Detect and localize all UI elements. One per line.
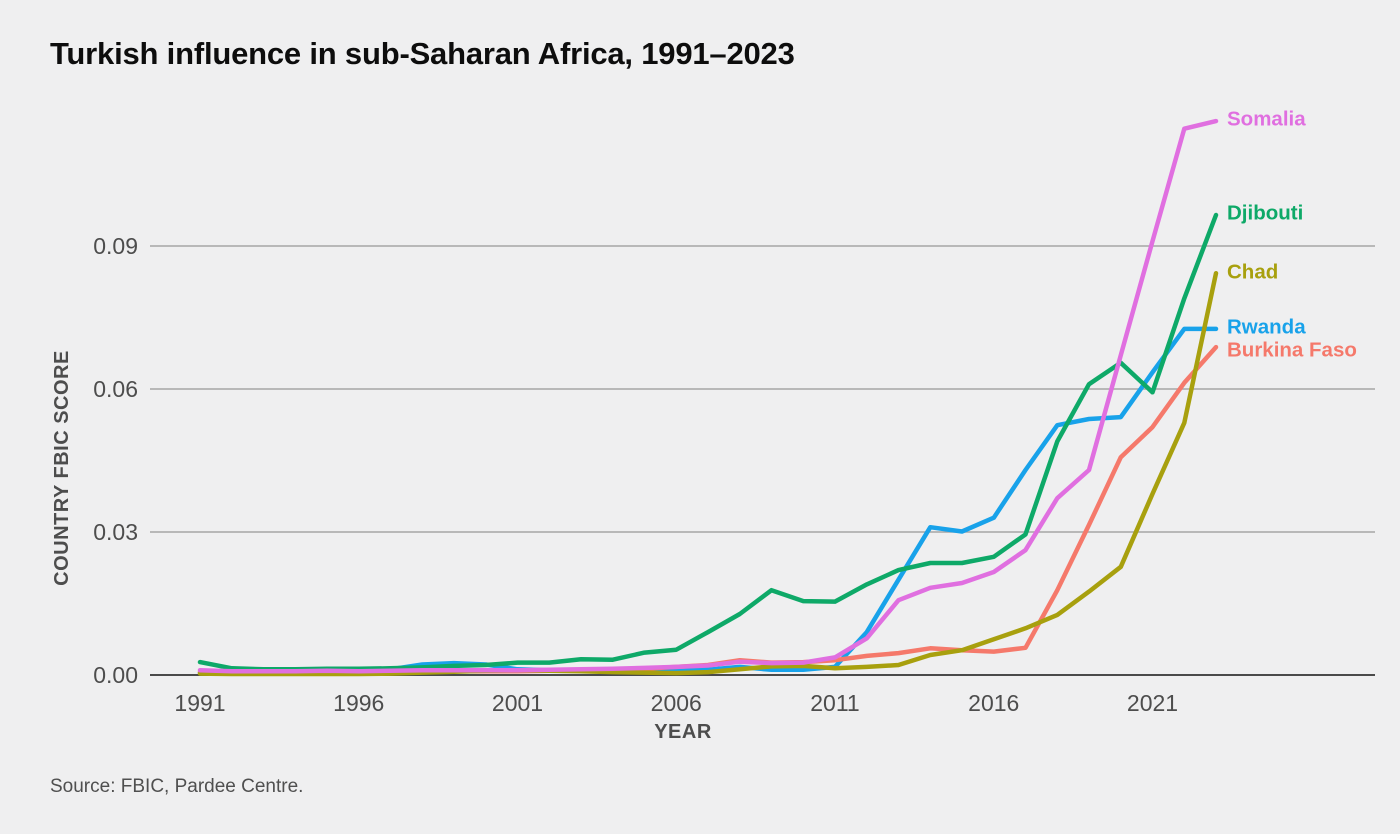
y-tick-labels-group: 0.00 0.03 0.06 0.09 — [93, 233, 138, 688]
x-tick-label: 1996 — [333, 690, 384, 716]
y-tick-label: 0.06 — [93, 376, 138, 402]
series-lines-group — [197, 118, 1219, 677]
x-tick-label: 2006 — [651, 690, 702, 716]
series-label-chad: Chad — [1227, 261, 1278, 284]
y-tick-label: 0.09 — [93, 233, 138, 259]
series-line-chad — [197, 270, 1219, 677]
x-tick-label: 2021 — [1127, 690, 1178, 716]
series-line-somalia — [197, 118, 1219, 674]
series-label-djibouti: Djibouti — [1227, 202, 1303, 225]
y-axis-title: COUNTRY FBIC SCORE — [51, 350, 73, 586]
x-tick-label: 1991 — [174, 690, 225, 716]
series-label-rwanda: Rwanda — [1227, 315, 1306, 338]
chart-title: Turkish influence in sub-Saharan Africa,… — [50, 36, 795, 71]
x-axis-title: YEAR — [654, 721, 712, 743]
x-tick-label: 2016 — [968, 690, 1019, 716]
x-tick-labels-group: 1991 1996 2001 2006 2011 2016 2021 — [174, 690, 1178, 716]
y-tick-label: 0.00 — [93, 662, 138, 688]
y-tick-label: 0.03 — [93, 519, 138, 545]
x-tick-label: 2001 — [492, 690, 543, 716]
series-label-burkina-faso: Burkina Faso — [1227, 339, 1357, 362]
source-note: Source: FBIC, Pardee Centre. — [50, 776, 304, 797]
series-line-djibouti — [197, 212, 1219, 672]
series-label-somalia: Somalia — [1227, 108, 1306, 131]
gridlines-group — [150, 245, 1375, 676]
series-line-burkina-faso — [197, 344, 1219, 675]
x-tick-label: 2011 — [810, 690, 859, 716]
series-line-rwanda — [197, 326, 1219, 676]
